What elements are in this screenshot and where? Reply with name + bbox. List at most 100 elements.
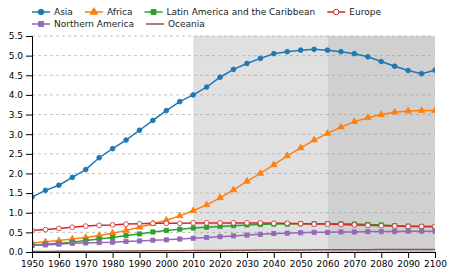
series-marker xyxy=(231,234,235,238)
tick-mark xyxy=(26,56,32,57)
series-marker xyxy=(258,232,262,236)
grid-line xyxy=(32,55,435,56)
tick-label: 2030 xyxy=(236,259,259,269)
series-marker xyxy=(97,240,101,244)
legend-marker xyxy=(151,10,156,15)
series-marker xyxy=(285,231,289,235)
series-marker xyxy=(352,223,357,228)
series-marker xyxy=(151,238,155,242)
y-axis: 0.00.51.01.52.02.53.03.54.04.55.05.5 xyxy=(9,31,33,257)
series-marker xyxy=(433,68,435,73)
tick-mark xyxy=(59,252,60,258)
legend-label: Northern America xyxy=(54,19,134,29)
series-marker xyxy=(110,235,114,239)
series-marker xyxy=(258,56,263,61)
series-marker xyxy=(419,224,423,228)
grid-line xyxy=(32,114,435,115)
legend-item: Europe xyxy=(327,7,381,17)
tick-label: 0.0 xyxy=(9,247,24,257)
x-tick: 2010 xyxy=(182,252,205,269)
y-tick: 0.5 xyxy=(9,228,32,238)
y-tick: 5.0 xyxy=(9,51,32,61)
y-tick: 4.5 xyxy=(9,71,32,81)
legend-label: Africa xyxy=(107,7,133,17)
series-marker xyxy=(56,226,61,231)
series-marker xyxy=(97,223,102,228)
legend-label: Europe xyxy=(349,7,381,17)
series-marker xyxy=(123,227,129,233)
series-marker xyxy=(244,178,250,184)
series-marker xyxy=(419,229,423,233)
x-tick: 2080 xyxy=(370,252,393,269)
series-marker xyxy=(124,222,129,227)
tick-label: 1950 xyxy=(21,259,44,269)
series-marker xyxy=(137,239,141,243)
series-marker xyxy=(203,201,209,207)
tick-label: 1960 xyxy=(48,259,71,269)
tick-label: 1970 xyxy=(75,259,98,269)
series-marker xyxy=(284,152,290,158)
series-marker xyxy=(190,207,196,213)
series-marker xyxy=(177,221,182,226)
grid-line xyxy=(32,193,435,194)
series-marker xyxy=(406,224,411,229)
series-marker xyxy=(419,224,424,229)
series-marker xyxy=(245,233,249,237)
tick-mark xyxy=(86,252,87,258)
series-marker xyxy=(84,241,88,245)
y-tick: 3.5 xyxy=(9,110,32,120)
x-tick: 2070 xyxy=(343,252,366,269)
tick-mark xyxy=(26,75,32,76)
tick-label: 2060 xyxy=(317,259,340,269)
tick-label: 2050 xyxy=(290,259,313,269)
series-marker xyxy=(299,231,303,235)
x-tick: 2030 xyxy=(236,252,259,269)
tick-label: 3.5 xyxy=(9,110,23,120)
series-marker xyxy=(218,235,222,239)
axis-line xyxy=(26,37,33,253)
grid-line xyxy=(32,173,435,174)
series-marker xyxy=(164,221,169,226)
series-marker xyxy=(70,175,75,180)
series-marker xyxy=(352,51,357,56)
series-marker xyxy=(217,194,223,200)
series-line xyxy=(32,224,435,246)
series-marker xyxy=(325,222,330,227)
x-tick: 2090 xyxy=(397,252,420,269)
tick-mark xyxy=(26,154,32,155)
tick-label: 2080 xyxy=(370,259,393,269)
tick-mark xyxy=(113,252,114,258)
legend-item: Northern America xyxy=(32,19,134,29)
series-marker xyxy=(177,212,183,218)
tick-mark xyxy=(26,232,32,233)
tick-mark xyxy=(26,193,32,194)
series-marker xyxy=(378,111,384,117)
series-marker xyxy=(257,170,263,176)
legend-label: Latin America and the Caribbean xyxy=(167,7,316,17)
chart: AsiaAfricaLatin America and the Caribbea… xyxy=(0,0,449,272)
series-line xyxy=(32,49,435,197)
series-marker xyxy=(406,229,410,233)
tick-label: 1990 xyxy=(129,259,152,269)
series-marker xyxy=(204,221,209,226)
x-tick: 1990 xyxy=(129,252,152,269)
y-tick: 1.0 xyxy=(9,208,32,218)
tick-mark xyxy=(26,213,32,214)
series-marker xyxy=(285,221,290,226)
series-marker xyxy=(406,224,410,228)
series-marker xyxy=(351,118,357,124)
series-marker xyxy=(312,47,317,52)
series-marker xyxy=(391,108,397,114)
legend-item: Latin America and the Caribbean xyxy=(145,7,316,17)
x-tick: 1960 xyxy=(48,252,71,269)
tick-mark xyxy=(26,95,32,96)
series-marker xyxy=(205,235,209,239)
series-marker xyxy=(56,183,61,188)
series-marker xyxy=(97,155,102,160)
series-marker xyxy=(43,227,48,232)
series-marker xyxy=(178,227,182,231)
series-marker xyxy=(366,229,370,233)
series-marker xyxy=(433,225,435,229)
series-marker xyxy=(312,222,316,226)
legend-item: Africa xyxy=(85,7,133,17)
